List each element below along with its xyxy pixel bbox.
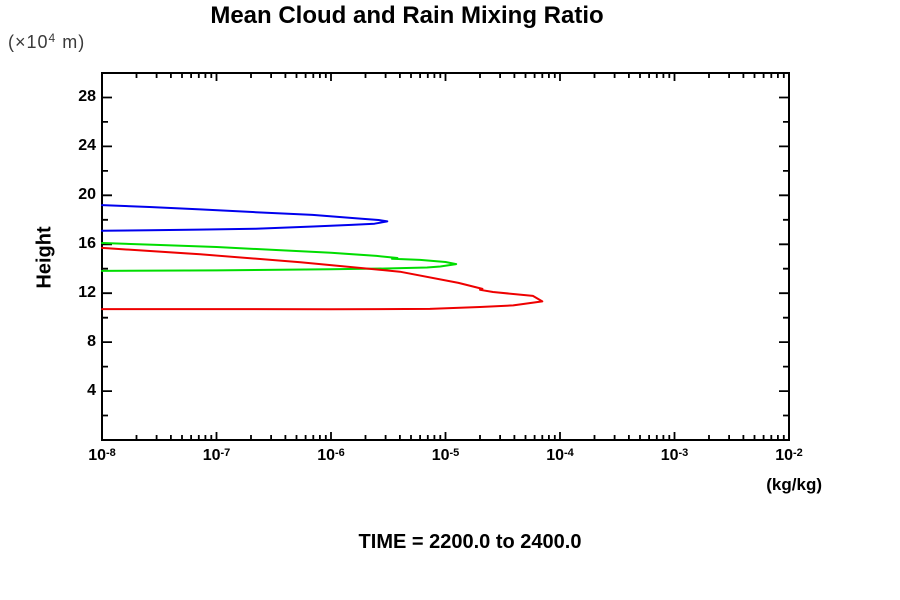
x-tick-label: 10-2 [775, 447, 803, 464]
y-tick-label: 8 [87, 333, 96, 351]
y-tick-label: 24 [78, 137, 96, 155]
y-axis-unit-label: (×104 m) [8, 31, 85, 53]
y-tick-label: 16 [78, 235, 96, 253]
y-axis-unit-suffix: m) [56, 32, 86, 52]
y-tick-label: 28 [78, 88, 96, 106]
time-annotation: TIME = 2200.0 to 2400.0 [358, 531, 582, 553]
chart-title: Mean Cloud and Rain Mixing Ratio [210, 2, 604, 29]
x-tick-label: 10-4 [546, 447, 574, 464]
curve-green [101, 242, 458, 272]
y-axis-unit-exponent: 4 [48, 31, 57, 45]
y-axis-unit-prefix: (×10 [8, 32, 49, 52]
axis-ticks [101, 73, 790, 440]
y-tick-label: 12 [78, 284, 96, 302]
curve-blue [101, 204, 389, 232]
y-tick-label: 4 [87, 382, 96, 400]
curve-red [101, 246, 544, 311]
plot-frame [101, 72, 790, 441]
x-tick-label: 10-5 [431, 447, 460, 464]
x-tick-label: 10-3 [660, 447, 689, 464]
x-axis-unit-label: (kg/kg) [766, 475, 822, 494]
x-tick-label: 10-6 [317, 447, 345, 464]
x-tick-label: 10-7 [202, 447, 231, 464]
y-tick-label: 20 [78, 186, 96, 204]
x-tick-label: 10-8 [88, 447, 116, 464]
